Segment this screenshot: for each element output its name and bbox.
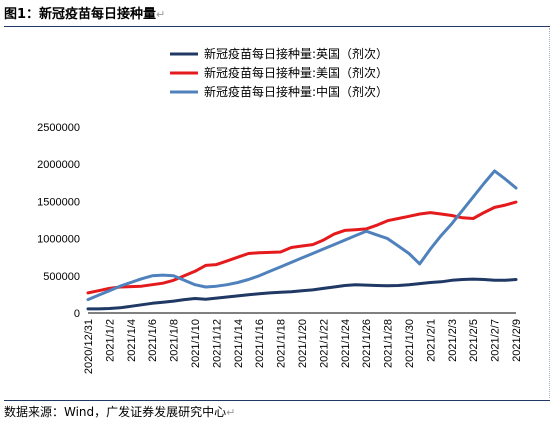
series-line-us <box>86 200 518 295</box>
frame-edge <box>549 28 550 398</box>
return-mark: ↵ <box>156 8 166 21</box>
x-tick-label: 2021/1/28 <box>383 319 395 368</box>
x-tick-label: 2021/1/4 <box>126 319 138 362</box>
y-tick-label: 1000000 <box>37 234 80 246</box>
x-tick-label: 2021/1/10 <box>190 319 202 368</box>
line-chart: 0 500000 1000000 1500000 2000000 2500000 2020/… <box>37 46 523 374</box>
data-source: 数据来源：Wind，广发证券发展研究中心↵ <box>4 400 550 423</box>
y-tick-label: 2000000 <box>37 159 80 171</box>
x-tick-label: 2020/12/31 <box>83 319 95 374</box>
x-tick-label: 2021/1/20 <box>297 319 309 368</box>
chart-title: 图1：新冠疫苗每日接种量↵ <box>4 4 550 27</box>
x-tick-label: 2021/1/2 <box>104 319 116 362</box>
series-line-cn <box>86 169 518 302</box>
y-tick-label: 1500000 <box>37 196 80 208</box>
x-tick-label: 2021/2/3 <box>447 319 459 362</box>
x-tick-label: 2021/1/16 <box>254 319 266 368</box>
x-tick-label: 2021/2/1 <box>425 319 437 362</box>
x-tick-label: 2021/1/22 <box>318 319 330 368</box>
y-tick-label: 500000 <box>43 271 80 283</box>
x-tick-label: 2021/2/5 <box>468 319 480 362</box>
series-line-uk <box>86 277 518 311</box>
x-tick-label: 2021/2/9 <box>511 319 523 362</box>
x-tick-label: 2021/1/8 <box>169 319 181 362</box>
legend-label: 新冠疫苗每日接种量:中国（剂次） <box>204 84 388 99</box>
legend-label: 新冠疫苗每日接种量:英国（剂次） <box>204 46 388 61</box>
x-tick-label: 2021/2/7 <box>490 319 502 362</box>
y-tick-label: 2500000 <box>37 122 80 134</box>
data-source-text: 数据来源：Wind，广发证券发展研究中心 <box>4 405 227 419</box>
x-tick-label: 2021/1/26 <box>361 319 373 368</box>
x-tick-label: 2021/1/30 <box>404 319 416 368</box>
chart-title-text: 图1：新冠疫苗每日接种量 <box>4 7 157 22</box>
y-tick-label: 0 <box>74 308 80 320</box>
x-tick-label: 2021/1/18 <box>276 319 288 368</box>
x-tick-label: 2021/1/6 <box>147 319 159 362</box>
x-tick-label: 2021/1/12 <box>211 319 223 368</box>
x-tick-label: 2021/1/14 <box>233 319 245 368</box>
return-mark-footer: ↵ <box>226 406 236 419</box>
x-tick-label: 2021/1/24 <box>340 319 352 368</box>
legend-label: 新冠疫苗每日接种量:美国（剂次） <box>204 65 388 80</box>
